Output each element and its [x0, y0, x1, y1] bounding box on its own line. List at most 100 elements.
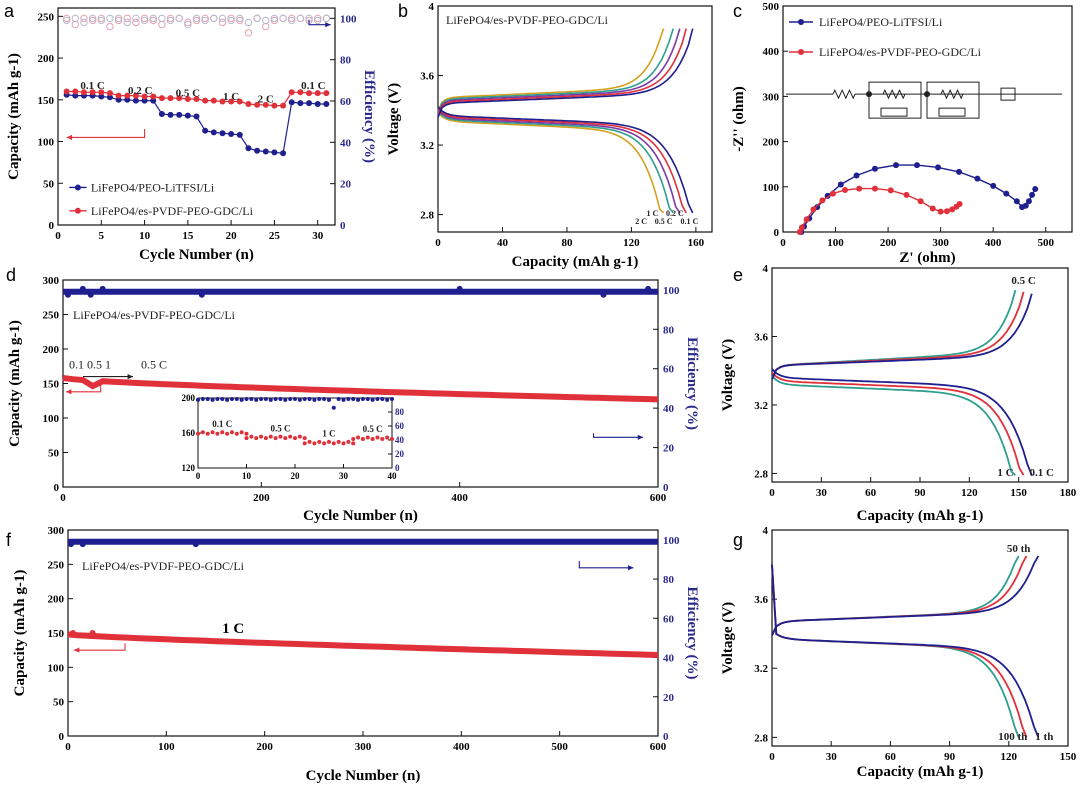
inset-efficiency-point — [244, 396, 249, 401]
efficiency-point — [218, 18, 227, 27]
warburg-symbol — [1000, 87, 1016, 101]
curve-label: 1 C — [997, 467, 1013, 479]
inset-capacity-point — [259, 434, 264, 439]
inset-rate-label: 0.5 C — [363, 424, 383, 434]
inset-capacity-point — [370, 436, 375, 441]
capacity-point — [288, 99, 295, 106]
capacity-outlier — [89, 630, 96, 636]
capacity-point — [72, 88, 79, 95]
inset-capacity-point — [317, 439, 322, 444]
y-tick-label: 300 — [763, 91, 780, 103]
y-tick-label: 4 — [763, 263, 769, 275]
charge-curve — [771, 289, 1017, 380]
efficiency-point — [253, 14, 261, 23]
capacity-point — [115, 96, 122, 103]
charge-curve — [437, 28, 681, 115]
y-tick-label: 100 — [38, 137, 55, 149]
y-tick-label: 200 — [43, 344, 60, 356]
efficiency-point — [88, 16, 97, 25]
y2-tick-label: 80 — [663, 574, 675, 586]
x-tick-label: 0 — [769, 487, 775, 499]
capacity-point — [306, 100, 313, 107]
efficiency-point — [62, 14, 71, 23]
legend-marker — [74, 184, 81, 191]
inset-capacity-point — [307, 439, 312, 444]
x-tick-label: 500 — [551, 741, 568, 753]
efficiency-outlier — [456, 285, 463, 292]
inset-efficiency-point — [360, 396, 365, 401]
curve-label: 1 C — [646, 209, 658, 218]
y-tick-label: 3.2 — [754, 400, 768, 412]
inset-y2-tick-label: 20 — [395, 449, 405, 459]
capacity-point — [297, 89, 304, 96]
x-tick-label: 500 — [1037, 237, 1054, 249]
efficiency-point — [175, 14, 183, 23]
y-tick-label: 3.2 — [754, 663, 768, 675]
y-tick-label: 100 — [763, 182, 780, 194]
y2-tick-label: 60 — [663, 613, 675, 625]
x-tick-label: 200 — [880, 237, 897, 249]
curve-label: 50 th — [1007, 543, 1031, 555]
y2-tick-label: 40 — [663, 403, 675, 415]
x-tick-label: 100 — [158, 741, 175, 753]
efficiency-point — [184, 20, 192, 29]
cpe-symbol — [938, 107, 966, 117]
discharge-curve — [771, 564, 1020, 738]
capacity-point — [271, 149, 278, 156]
nyquist-point — [842, 186, 849, 193]
inset-capacity-point — [360, 436, 365, 441]
inset-efficiency-point — [254, 397, 259, 402]
y-tick-label: 200 — [763, 137, 780, 149]
y-axis-title: Voltage (V) — [386, 83, 402, 155]
capacity-point — [228, 98, 235, 105]
y2-tick-label: 0 — [663, 731, 669, 743]
plot-frame — [771, 529, 1069, 747]
efficiency-point — [166, 16, 175, 25]
efficiency-point — [106, 22, 114, 31]
nyquist-point — [943, 208, 950, 215]
x-tick-label: 0 — [769, 751, 775, 763]
legend-label: LiFePO4/PEO-LiTFSI/Li — [819, 15, 943, 29]
capacity-point — [262, 148, 269, 155]
capacity-point — [124, 96, 131, 103]
inset-efficiency-point — [268, 397, 273, 402]
x-tick-label: 120 — [1001, 751, 1018, 763]
capacity-point — [280, 102, 287, 109]
efficiency-point — [71, 20, 80, 29]
plot-frame — [57, 7, 336, 226]
y2-tick-label: 20 — [663, 443, 675, 455]
efficiency-point — [88, 14, 97, 23]
x-tick-label: 30 — [312, 230, 324, 242]
inset-efficiency-point — [307, 396, 312, 401]
inset-efficiency-point — [259, 396, 264, 401]
efficiency-point — [184, 18, 192, 27]
rate-label: 0.5 C — [141, 357, 167, 371]
x-tick-label: 20 — [226, 230, 238, 242]
efficiency-point — [140, 16, 149, 25]
capacity-point — [219, 98, 226, 105]
x-tick-label: 400 — [985, 237, 1002, 249]
resistor-symbol — [832, 88, 856, 100]
rate-label: 0.1 0.5 1 — [69, 357, 111, 371]
efficiency-point — [123, 14, 131, 23]
discharge-curve — [437, 111, 665, 214]
inset-efficiency-point — [229, 396, 234, 401]
inset-efficiency-point — [239, 397, 244, 402]
capacity-band — [67, 631, 659, 658]
inset-capacity-point — [205, 431, 210, 436]
y-tick-label: 100 — [43, 413, 60, 425]
efficiency-point — [313, 14, 322, 23]
inset-capacity-point — [351, 436, 356, 441]
inset-capacity-point — [390, 436, 394, 441]
efficiency-point — [149, 14, 157, 23]
inset-capacity-point — [196, 431, 200, 436]
efficiency-point — [62, 16, 71, 25]
discharge-curve — [437, 107, 687, 214]
inset-capacity-point — [331, 441, 336, 446]
x-axis-title: Cycle Number (n) — [139, 247, 254, 263]
efficiency-point — [262, 22, 270, 31]
inset-efficiency-point — [375, 396, 380, 401]
efficiency-point — [192, 16, 201, 25]
efficiency-point — [106, 14, 114, 23]
charge-curve — [771, 555, 1020, 636]
